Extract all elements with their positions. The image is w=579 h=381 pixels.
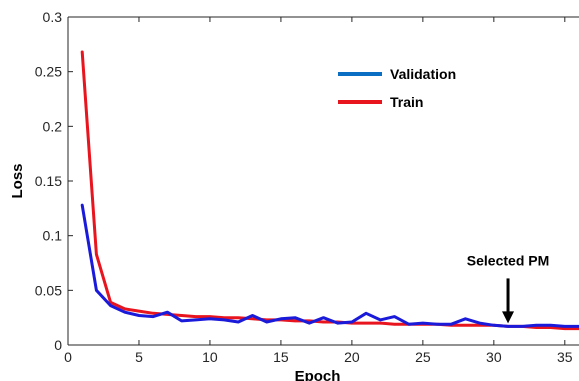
y-tick-label: 0.25 <box>35 64 62 80</box>
legend-label-validation: Validation <box>390 66 456 82</box>
x-tick-label: 10 <box>202 349 218 365</box>
annotations: Selected PM <box>467 252 549 324</box>
x-tick-label: 30 <box>486 349 502 365</box>
series-line-validation <box>80 203 579 328</box>
x-tick-label: 15 <box>273 349 289 365</box>
annotation-label: Selected PM <box>467 252 549 268</box>
y-tick-label: 0 <box>54 337 62 353</box>
x-tick-label: 5 <box>135 349 143 365</box>
tick-labels: 0 5 10 15 20 25 30 35 0 0.05 0.1 0.15 0.2 0.25 0.3 <box>35 9 573 365</box>
y-tick-label: 0.05 <box>35 282 62 298</box>
x-tick-label: 20 <box>344 349 360 365</box>
y-tick-label: 0.15 <box>35 173 62 189</box>
legend: Validation Train <box>338 66 456 110</box>
y-tick-label: 0.3 <box>43 9 63 25</box>
annotation-arrow-head <box>502 311 515 324</box>
axes <box>67 16 579 346</box>
legend-label-train: Train <box>390 94 423 110</box>
y-axis-title: Loss <box>9 163 26 198</box>
y-tick-label: 0.1 <box>43 228 63 244</box>
series-lines <box>80 50 579 331</box>
x-tick-label: 35 <box>557 349 573 365</box>
x-axis-title: Epoch <box>295 368 341 381</box>
x-tick-label: 0 <box>64 349 72 365</box>
x-tick-label: 25 <box>415 349 431 365</box>
y-tick-label: 0.2 <box>43 118 63 134</box>
series-line-train <box>80 50 579 331</box>
